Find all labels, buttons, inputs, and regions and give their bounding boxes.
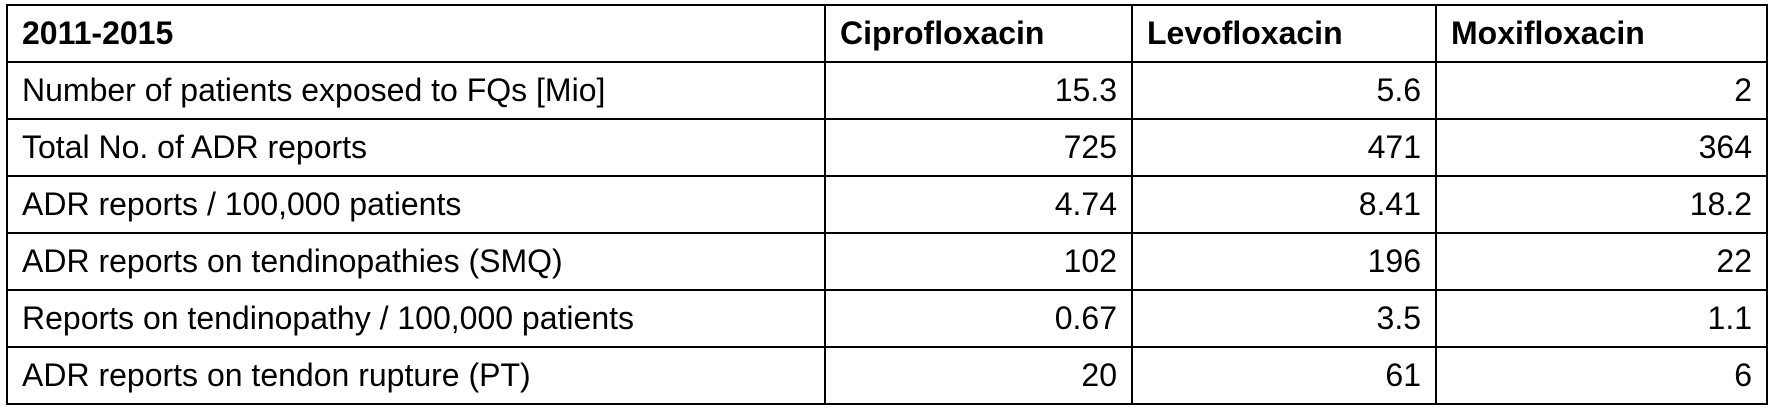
value-cell: 18.2 [1435, 175, 1768, 234]
header-cell: Levofloxacin [1131, 4, 1437, 63]
value-cell: 725 [824, 118, 1133, 177]
row-label: Total No. of ADR reports [6, 118, 826, 177]
table-row: Reports on tendinopathy / 100,000 patien… [6, 289, 1768, 348]
table-row: Number of patients exposed to FQs [Mio] 1… [6, 61, 1768, 120]
value-cell: 61 [1131, 346, 1437, 405]
row-label: ADR reports on tendon rupture (PT) [6, 346, 826, 405]
header-cell: Ciprofloxacin [824, 4, 1133, 63]
value-cell: 2 [1435, 61, 1768, 120]
value-cell: 102 [824, 232, 1133, 291]
value-cell: 22 [1435, 232, 1768, 291]
row-label: ADR reports on tendinopathies (SMQ) [6, 232, 826, 291]
table-body: Number of patients exposed to FQs [Mio] 1… [6, 61, 1768, 405]
value-cell: 471 [1131, 118, 1437, 177]
value-cell: 0.67 [824, 289, 1133, 348]
value-cell: 4.74 [824, 175, 1133, 234]
row-label: Reports on tendinopathy / 100,000 patien… [6, 289, 826, 348]
value-cell: 196 [1131, 232, 1437, 291]
row-label: Number of patients exposed to FQs [Mio] [6, 61, 826, 120]
header-row: 2011-2015 Ciprofloxacin Levofloxacin Moxifl… [6, 4, 1768, 63]
value-cell: 15.3 [824, 61, 1133, 120]
value-cell: 5.6 [1131, 61, 1437, 120]
table-row: ADR reports on tendinopathies (SMQ) 102 19… [6, 232, 1768, 291]
value-cell: 364 [1435, 118, 1768, 177]
header-cell: Moxifloxacin [1435, 4, 1768, 63]
value-cell: 20 [824, 346, 1133, 405]
table-row: ADR reports on tendon rupture (PT) 20 61 6 [6, 346, 1768, 405]
value-cell: 8.41 [1131, 175, 1437, 234]
table-row: Total No. of ADR reports 725 471 364 [6, 118, 1768, 177]
value-cell: 3.5 [1131, 289, 1437, 348]
header-cell: 2011-2015 [6, 4, 826, 63]
table-row: ADR reports / 100,000 patients 4.74 8.41 18… [6, 175, 1768, 234]
value-cell: 1.1 [1435, 289, 1768, 348]
table-wrap: 2011-2015 Ciprofloxacin Levofloxacin Moxifl… [6, 4, 1768, 405]
row-label: ADR reports / 100,000 patients [6, 175, 826, 234]
data-table: 2011-2015 Ciprofloxacin Levofloxacin Moxifl… [6, 4, 1768, 405]
value-cell: 6 [1435, 346, 1768, 405]
